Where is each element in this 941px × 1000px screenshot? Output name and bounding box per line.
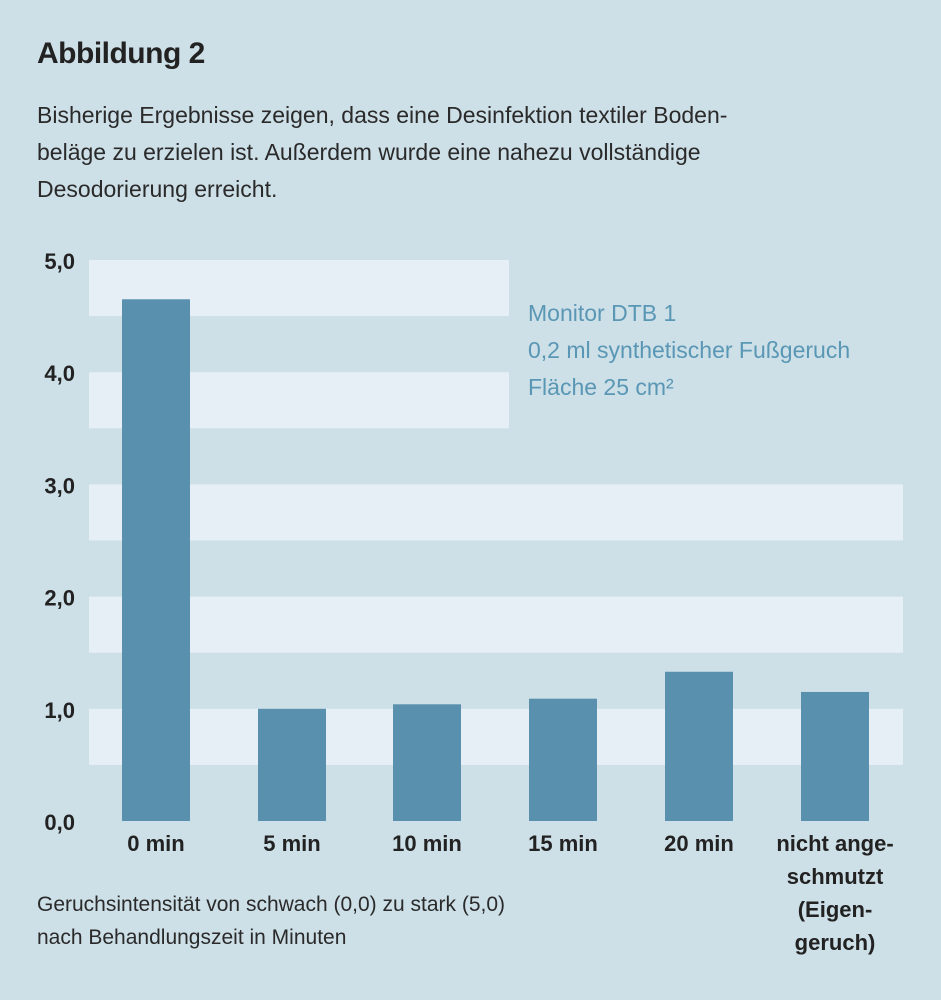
y-tick-label: 2,0 [44,586,75,611]
annotation-line: Monitor DTB 1 [528,300,676,326]
bar [122,299,190,821]
grid-band [89,596,903,653]
annotation-text: Monitor DTB 1 0,2 ml synthetischer Fußger… [528,300,850,400]
bar [529,698,597,821]
description-line: beläge zu erzielen ist. Außerdem wurde e… [37,139,701,165]
bar [393,704,461,821]
x-tick-label-line: geruch) [795,930,876,955]
y-tick-label: 1,0 [44,698,75,723]
chart-annotation: Monitor DTB 1 0,2 ml synthetischer Fußger… [528,300,850,400]
bar [801,691,869,821]
bar [665,671,733,821]
x-tick-label-line: (Eigen- [798,897,873,922]
x-axis-labels: 0 min 5 min 10 min 15 min 20 min nicht ange-s… [127,831,893,955]
description-line: Desodorierung erreicht. [37,176,278,202]
x-tick-label-line: 5 min [263,831,320,856]
figure-description: Bisherige Ergebnisse zeigen, dass eine D… [37,97,897,208]
figure-title: Abbildung 2 [37,37,205,70]
x-tick-label-line: schmutzt [787,864,884,889]
x-tick-label-line: nicht ange- [776,831,893,856]
x-tick-label: 20 min [664,831,734,856]
grid-band [89,484,903,541]
description-line: Bisherige Ergebnisse zeigen, dass eine D… [37,102,728,128]
x-tick-label-line: 20 min [664,831,734,856]
caption-line: nach Behandlungszeit in Minuten [37,926,347,949]
grid-band [89,708,903,765]
y-tick-label: 3,0 [44,473,75,498]
grid-bands [89,260,903,765]
x-tick-label: nicht ange-schmutzt (Eigen-geruch) [776,831,893,955]
annotation-line: Fläche 25 cm² [528,374,674,400]
x-tick-label-line: 15 min [528,831,598,856]
caption-line: Geruchsintensität von schwach (0,0) zu s… [37,893,506,916]
x-tick-label-line: 10 min [392,831,462,856]
x-tick-label: 15 min [528,831,598,856]
y-tick-label: 4,0 [44,361,75,386]
x-tick-label: 5 min [263,831,320,856]
x-tick-label-line: 0 min [127,831,184,856]
annotation-line: 0,2 ml synthetischer Fußgeruch [528,337,850,363]
x-tick-label: 10 min [392,831,462,856]
y-tick-label: 0,0 [44,810,75,835]
y-axis-ticks: 0,0 1,0 2,0 3,0 4,0 5,0 [44,249,75,835]
bars [122,299,869,821]
x-tick-label: 0 min [127,831,184,856]
bar [258,708,326,821]
y-tick-label: 5,0 [44,249,75,274]
chart-caption: Geruchsintensität von schwach (0,0) zu s… [37,888,505,954]
